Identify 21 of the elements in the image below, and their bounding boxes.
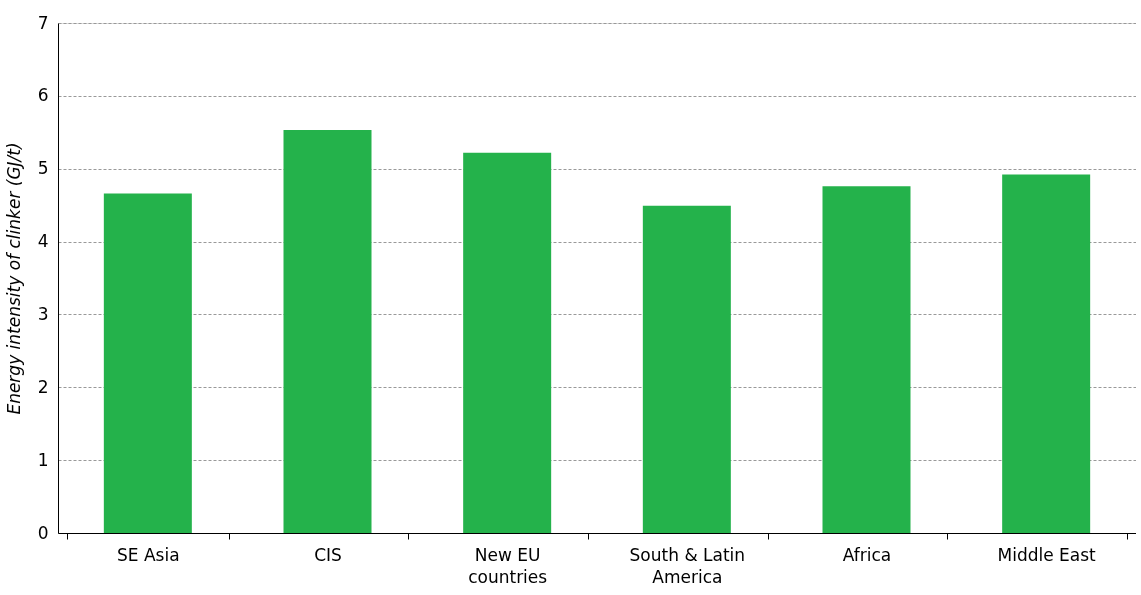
bar	[283, 130, 372, 533]
bar	[1002, 174, 1091, 533]
y-tick-label: 6	[37, 85, 49, 106]
x-tick-label: CIS	[314, 544, 342, 565]
bar	[463, 152, 552, 533]
x-tick-label: Africa	[842, 544, 892, 565]
x-tick-label: SE Asia	[117, 544, 180, 565]
y-tick-label: 2	[37, 376, 49, 397]
y-tick-label: 0	[37, 522, 49, 543]
y-tick-label: 3	[37, 303, 49, 324]
bar	[642, 205, 731, 533]
x-tick-label: Middle East	[997, 544, 1097, 565]
y-axis-title: Energy intensity of clinker (GJ/t)	[3, 142, 24, 415]
y-tick-label: 5	[37, 158, 49, 179]
y-tick-label: 4	[37, 231, 49, 252]
x-tick-label: South & Latin America	[629, 544, 746, 587]
y-tick-label: 7	[37, 12, 49, 33]
bar	[103, 193, 192, 533]
bar	[822, 186, 911, 533]
y-tick-label: 1	[37, 449, 49, 470]
x-tick-label: New EU countries	[468, 544, 548, 587]
